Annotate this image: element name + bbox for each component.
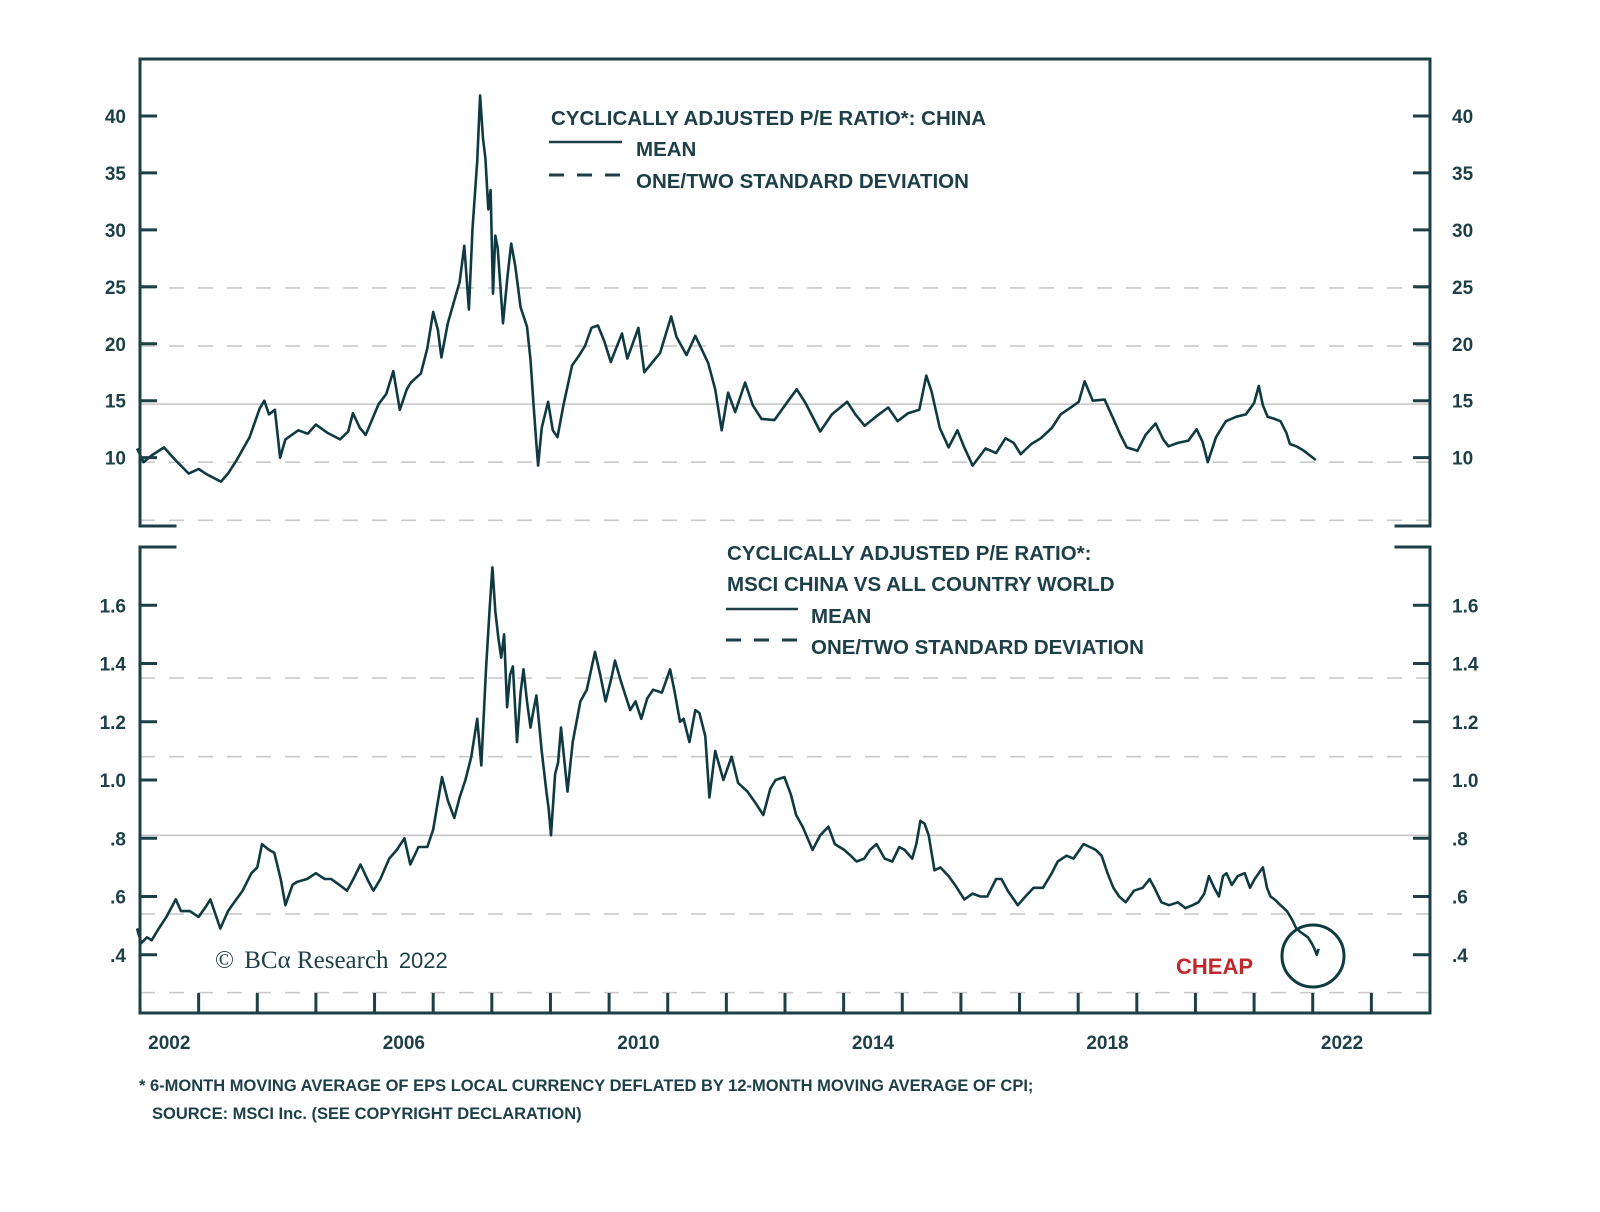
- bottom-right-ytick-label: .4: [1452, 946, 1468, 967]
- top-left-ytick-label: 10: [105, 449, 126, 470]
- copyright-year: 2022: [399, 948, 448, 973]
- bottom-left-ytick-label: 1.0: [100, 771, 126, 792]
- top-panel: 10 10 15 15 20 20 25 25 30 30 35 35 40 40 CYCLICALLY …: [105, 57, 1474, 528]
- bottom-right-ytick-label: 1.4: [1452, 655, 1479, 676]
- bottom-legend: CYCLICALLY ADJUSTED P/E RATIO*: MSCI CHI…: [726, 542, 1144, 659]
- x-tick-label: 2014: [852, 1033, 895, 1054]
- footnote: * 6-MONTH MOVING AVERAGE OF EPS LOCAL CU…: [139, 1077, 1033, 1123]
- top-series-group: [135, 94, 1317, 483]
- x-tick-label: 2010: [617, 1033, 659, 1054]
- bottom-chart-title-line2: MSCI CHINA VS ALL COUNTRY WORLD: [727, 573, 1115, 596]
- top-right-ytick-label: 10: [1452, 449, 1473, 470]
- copyright-text: © BCα Research 2022: [215, 947, 448, 974]
- top-right-ytick-label: 35: [1452, 164, 1474, 185]
- legend-mean-label: MEAN: [811, 605, 871, 628]
- top-y-axis: 10 10 15 15 20 20 25 25 30 30 35 35 40 40: [105, 107, 1474, 470]
- bottom-right-ytick-label: 1.2: [1452, 713, 1478, 734]
- cheap-annotation: CHEAP: [1176, 923, 1346, 989]
- bottom-left-ytick-label: 1.2: [100, 713, 126, 734]
- top-right-ytick-label: 30: [1452, 221, 1473, 242]
- top-right-ytick-label: 25: [1452, 278, 1474, 299]
- x-tick-label: 2002: [148, 1033, 190, 1054]
- copyright-symbol: ©: [215, 947, 234, 974]
- x-tick-label: 2018: [1086, 1033, 1128, 1054]
- legend-sd-label: ONE/TWO STANDARD DEVIATION: [636, 170, 969, 193]
- top-series-line: [135, 94, 1317, 483]
- legend-sd-label: ONE/TWO STANDARD DEVIATION: [811, 636, 1144, 659]
- bottom-reference-lines: [140, 677, 1430, 994]
- top-right-ytick-label: 40: [1452, 107, 1473, 128]
- top-left-ytick-label: 40: [105, 107, 126, 128]
- bottom-left-ytick-label: 1.6: [100, 596, 126, 617]
- bottom-series-line: [135, 566, 1320, 957]
- bottom-left-ytick-label: .6: [110, 888, 126, 909]
- bottom-right-ytick-label: .8: [1452, 829, 1468, 850]
- x-tick-label: 2022: [1321, 1033, 1363, 1054]
- x-tick-label: 2006: [383, 1033, 425, 1054]
- top-left-ytick-label: 30: [105, 221, 126, 242]
- bottom-right-ytick-label: 1.6: [1452, 596, 1478, 617]
- bottom-right-ytick-label: 1.0: [1452, 771, 1478, 792]
- legend-mean-label: MEAN: [636, 138, 696, 161]
- bottom-chart-title-line1: CYCLICALLY ADJUSTED P/E RATIO*:: [727, 542, 1092, 565]
- top-right-ytick-label: 15: [1452, 392, 1474, 413]
- cheap-highlight-circle: [1280, 923, 1346, 989]
- bottom-y-axis: .4 .4 .6 .6 .8 .8 1.0 1.0 1.2 1.2 1.4 1.4 1.6 1.6: [100, 596, 1479, 967]
- top-left-ytick-label: 15: [105, 392, 127, 413]
- top-left-ytick-label: 20: [105, 335, 126, 356]
- bottom-panel: .4 .4 .6 .6 .8 .8 1.0 1.0 1.2 1.2 1.4 1.4 1.6 1.6 200…: [100, 542, 1479, 1054]
- copyright-notice: © BCα Research 2022: [215, 947, 448, 974]
- top-chart-title: CYCLICALLY ADJUSTED P/E RATIO*: CHINA: [551, 107, 986, 130]
- bottom-series-group: [135, 566, 1320, 957]
- top-frame: [138, 57, 1432, 528]
- copyright-brand: BCα Research: [244, 947, 389, 974]
- bottom-left-ytick-label: .8: [110, 829, 126, 850]
- top-right-ytick-label: 20: [1452, 335, 1473, 356]
- top-left-ytick-label: 25: [105, 278, 127, 299]
- top-left-ytick-label: 35: [105, 164, 127, 185]
- top-legend: CYCLICALLY ADJUSTED P/E RATIO*: CHINA ME…: [549, 107, 986, 193]
- bottom-right-ytick-label: .6: [1452, 888, 1468, 909]
- x-axis: 2002 2006 2010 2014 2018 2022: [148, 993, 1373, 1054]
- footnote-line-2: SOURCE: MSCI Inc. (SEE COPYRIGHT DECLARA…: [152, 1105, 582, 1123]
- footnote-line-1: * 6-MONTH MOVING AVERAGE OF EPS LOCAL CU…: [139, 1077, 1033, 1095]
- bottom-left-ytick-label: 1.4: [100, 655, 127, 676]
- bottom-left-ytick-label: .4: [110, 946, 126, 967]
- cheap-label: CHEAP: [1176, 954, 1253, 979]
